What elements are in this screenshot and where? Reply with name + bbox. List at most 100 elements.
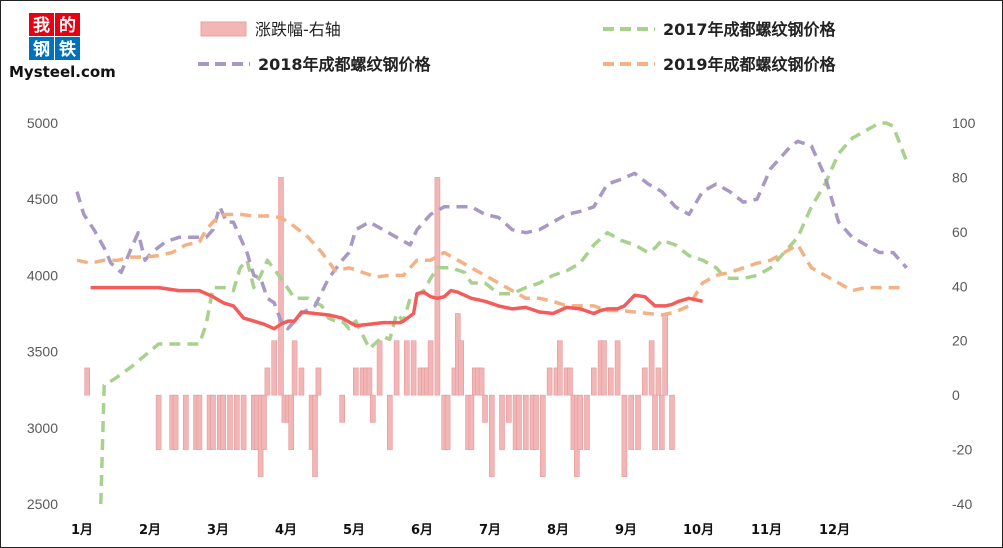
y-right-tick-label: -40 <box>952 496 972 512</box>
change-bar <box>641 367 648 396</box>
change-bar <box>655 367 662 396</box>
change-bar <box>458 340 465 396</box>
change-bar <box>635 394 641 450</box>
change-bar <box>482 394 488 423</box>
logo-char: 的 <box>59 15 76 36</box>
legend-label: 2018年成都螺纹钢价格 <box>258 55 432 74</box>
change-bar <box>546 367 553 396</box>
legend-label: 涨跌幅-右轴 <box>255 20 341 39</box>
logo-tile-3 <box>29 37 54 60</box>
change-bar <box>658 394 665 450</box>
legend-swatch-bar <box>200 21 247 37</box>
x-tick-label: 11月 <box>751 523 782 538</box>
y-left-tick-label: 3000 <box>27 420 58 436</box>
change-bar <box>220 394 226 450</box>
x-tick-label: 4月 <box>275 523 297 538</box>
x-tick-label: 8月 <box>547 523 569 538</box>
change-bar <box>427 340 434 396</box>
change-bar <box>468 394 475 450</box>
x-tick-label: 1月 <box>71 523 93 538</box>
change-bar <box>172 394 179 450</box>
change-bar <box>628 394 635 450</box>
chart-legend: 涨跌幅-右轴 2017年成都螺纹钢价格 2018年成都螺纹钢价格 2019年成都… <box>198 20 837 74</box>
change-bar <box>516 394 522 450</box>
change-bar <box>556 340 563 396</box>
change-bar <box>577 394 584 450</box>
change-bar <box>183 394 189 450</box>
change-bar <box>410 340 417 396</box>
change-bar <box>567 367 573 396</box>
y-axis-right: 100 80 60 40 20 0 -20 -40 <box>952 115 976 512</box>
logo-char: 铁 <box>59 39 76 60</box>
change-bar <box>234 394 240 450</box>
change-bar <box>210 394 216 450</box>
change-bar <box>403 340 410 396</box>
y-left-tick-label: 3500 <box>27 344 58 360</box>
change-bar <box>584 394 590 450</box>
series-line <box>76 212 907 317</box>
change-bar <box>84 367 90 396</box>
x-tick-label: 12月 <box>819 523 850 538</box>
change-bar <box>369 394 376 423</box>
change-bar <box>434 177 441 396</box>
change-bar <box>376 340 383 396</box>
change-bar <box>488 394 495 478</box>
change-bar <box>505 394 512 423</box>
change-bar <box>261 394 267 450</box>
change-bar <box>315 367 322 396</box>
change-bars <box>84 177 675 478</box>
series-line <box>90 285 703 331</box>
mysteel-logo: 我 的 钢 铁 Mysteel.com <box>9 13 116 81</box>
change-bar <box>621 394 628 478</box>
change-bar <box>648 340 655 396</box>
y-left-tick-label: 2500 <box>27 496 58 512</box>
change-bar <box>499 394 505 450</box>
change-bar <box>533 394 539 450</box>
change-bar <box>264 367 271 396</box>
change-bar <box>312 394 318 478</box>
y-right-tick-label: 20 <box>952 333 968 349</box>
change-bar <box>669 394 675 450</box>
change-bar <box>240 394 247 450</box>
change-bar <box>291 340 298 396</box>
change-bar <box>614 340 621 396</box>
change-bar <box>601 340 607 396</box>
change-bar <box>155 394 162 450</box>
y-right-tick-label: 0 <box>952 387 960 403</box>
x-tick-label: 3月 <box>207 523 229 538</box>
x-tick-label: 7月 <box>479 523 501 538</box>
y-left-tick-label: 4500 <box>27 191 58 207</box>
series-line <box>99 121 909 505</box>
change-bar <box>227 394 233 450</box>
price-lines <box>75 121 909 505</box>
change-bar <box>352 367 359 396</box>
change-bar <box>196 394 203 450</box>
logo-tile-1 <box>29 13 54 36</box>
x-axis: 1月 2月 3月 4月 5月 6月 7月 8月 9月 10月 11月 12月 <box>71 523 850 538</box>
x-tick-label: 9月 <box>615 523 637 538</box>
y-right-tick-label: 80 <box>952 169 968 185</box>
y-right-tick-label: 100 <box>952 115 976 131</box>
change-bar <box>652 394 658 450</box>
y-left-tick-label: 5000 <box>27 115 58 131</box>
logo-tile-2 <box>55 13 80 36</box>
change-bar <box>366 367 373 396</box>
change-bar <box>386 394 393 450</box>
logo-brand-text: Mysteel.com <box>9 63 116 81</box>
logo-char: 我 <box>33 16 50 36</box>
change-bar <box>298 367 305 396</box>
change-bar <box>288 394 295 450</box>
y-axis-left: 5000 4500 4000 3500 3000 2500 <box>27 115 58 512</box>
y-right-tick-label: 60 <box>952 224 968 240</box>
x-tick-label: 5月 <box>343 523 365 538</box>
change-bar <box>607 367 614 396</box>
x-tick-label: 6月 <box>411 523 433 538</box>
logo-tile-4 <box>55 37 80 60</box>
change-bar <box>444 394 451 450</box>
change-bar <box>478 367 485 396</box>
logo-char: 钢 <box>33 39 50 60</box>
change-bar <box>662 313 669 396</box>
change-bar <box>393 340 400 396</box>
